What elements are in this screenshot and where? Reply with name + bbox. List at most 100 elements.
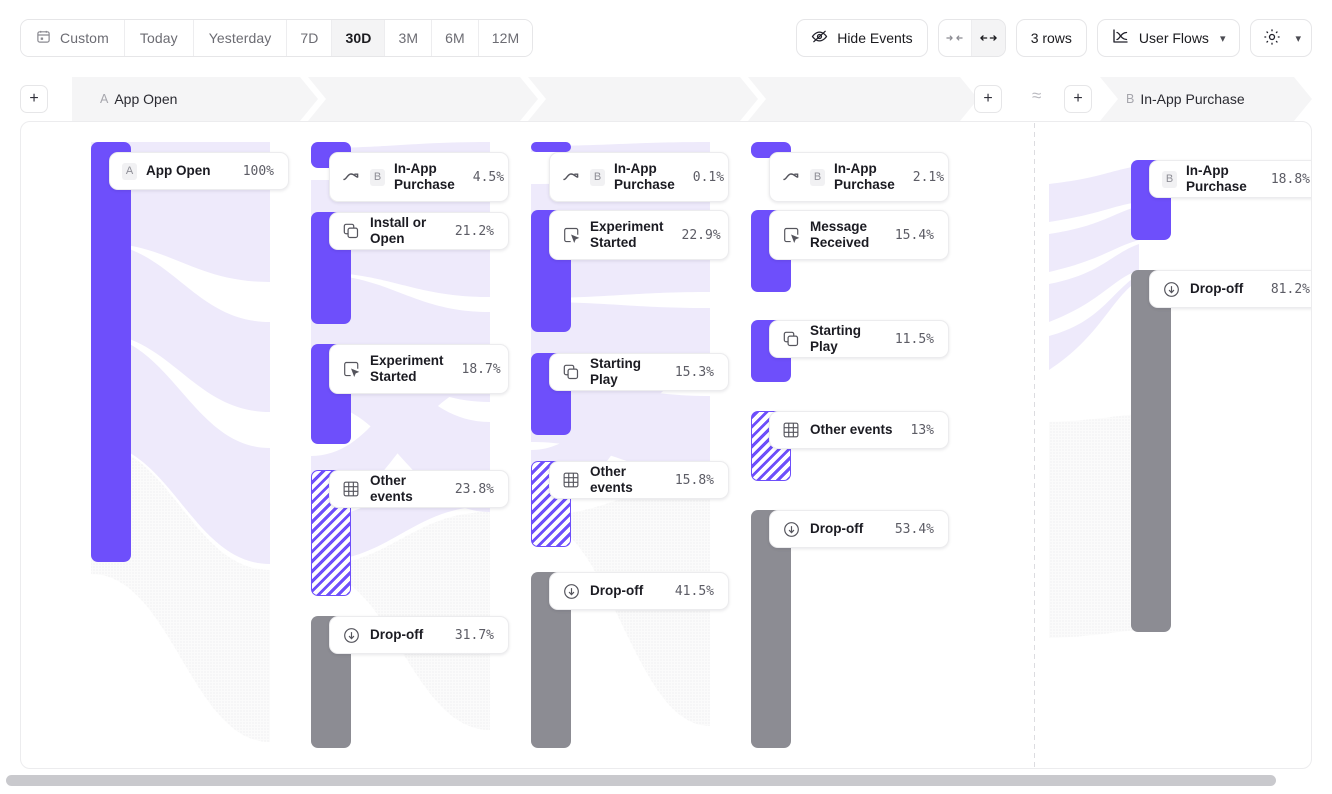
node-label: Other events [810,422,893,437]
arrow-down-circle-icon [782,520,800,538]
node-card[interactable]: Other events 23.8% [329,470,509,508]
hide-events-label: Hide Events [837,30,913,46]
plus-icon: + [1073,90,1083,107]
node-card[interactable]: Experiment Started 18.7% [329,344,509,394]
collapse-horizontal-icon[interactable] [939,20,972,56]
node-card[interactable]: Install or Open 21.2% [329,212,509,250]
step-chevron-start[interactable]: A App Open [72,77,318,121]
grid-icon [782,421,800,439]
node-label: Drop-off [370,627,424,642]
node-card[interactable]: A App Open 100% [109,152,289,190]
node-value: 22.9% [681,227,721,243]
node-card[interactable]: Drop-off 31.7% [329,616,509,654]
add-step-mid-button[interactable]: + [974,85,1002,113]
node-card[interactable]: Drop-off 53.4% [769,510,949,548]
date-range-today-label: Today [139,30,178,46]
node-value: 81.2% [1270,281,1310,297]
node-bar [751,510,791,748]
node-label: In-App Purchase [1186,163,1247,194]
date-range-6m[interactable]: 6M [432,20,479,56]
step-label-app-open: App Open [114,91,178,107]
date-range-12m[interactable]: 12M [478,20,533,56]
node-label: Drop-off [1190,281,1244,296]
step-chevron-2[interactable] [528,77,758,121]
node-value: 18.7% [461,361,501,377]
node-card[interactable]: B In-App Purchase 0.1% [549,152,729,202]
node-card[interactable]: Other events 13% [769,411,949,449]
date-range-7d-label: 7D [300,30,319,46]
node-card[interactable]: Message Received 15.4% [769,210,949,260]
node-card[interactable]: Experiment Started 22.9% [549,210,729,260]
conversion-arrow-icon [782,168,800,186]
date-range-7d[interactable]: 7D [287,20,333,56]
node-card[interactable]: Drop-off 81.2% [1149,270,1311,308]
node-value: 41.5% [674,583,714,599]
add-step-left-button[interactable]: + [20,85,48,113]
add-step-right-button[interactable]: + [1064,85,1092,113]
node-label: App Open [146,163,211,178]
flow-chart-icon [1112,28,1130,48]
node-card[interactable]: Starting Play 15.3% [549,353,729,391]
step-tag-a: A [100,92,109,106]
node-card[interactable]: B In-App Purchase 4.5% [329,152,509,202]
node-bar [531,142,571,152]
node-label: Install or Open [370,215,427,246]
node-value: 100% [242,163,274,179]
date-range-segmented-control[interactable]: Custom Today Yesterday 7D 30D 3M 6M 12M [20,19,534,57]
date-range-6m-label: 6M [445,30,465,46]
width-mode-group[interactable] [937,19,1006,57]
date-range-30d[interactable]: 30D [332,20,386,56]
view-type-label: User Flows [1138,30,1209,46]
node-value: 2.1% [912,169,945,185]
step-chevron-end[interactable]: B In-App Purchase [1100,77,1312,121]
expand-horizontal-icon[interactable] [971,20,1005,56]
date-range-yesterday[interactable]: Yesterday [193,20,288,56]
calendar-icon [36,29,51,47]
flow-separator-icon: ≈ [1032,86,1042,105]
node-tag-badge: A [122,162,137,180]
node-tag-badge: B [810,168,825,186]
node-card[interactable]: B In-App Purchase 2.1% [769,152,949,202]
arrow-down-circle-icon [562,582,580,600]
node-card[interactable]: Starting Play 11.5% [769,320,949,358]
step-chevron-1[interactable] [308,77,538,121]
experiment-cursor-icon [342,360,360,378]
gear-icon [1263,28,1281,49]
experiment-cursor-icon [562,226,580,244]
node-value: 11.5% [894,331,934,347]
node-tag-badge: B [1162,170,1177,188]
arrow-down-circle-icon [342,626,360,644]
node-label: Experiment Started [370,353,444,384]
node-tag-badge: B [370,168,385,186]
node-label: Message Received [810,219,870,250]
node-value: 4.5% [472,169,505,185]
step-chevron-3[interactable] [748,77,978,121]
date-range-3m-label: 3M [398,30,419,46]
date-range-custom[interactable]: Custom [21,20,125,56]
eye-off-icon [811,28,828,48]
node-value: 31.7% [454,627,494,643]
node-label: Drop-off [590,583,644,598]
node-card[interactable]: B In-App Purchase 18.8% [1149,160,1311,198]
settings-dropdown[interactable]: ▾ [1250,19,1312,57]
node-value: 15.8% [674,472,714,488]
horizontal-scrollbar-thumb[interactable] [6,775,1276,786]
copy-icon [342,222,360,240]
view-type-dropdown[interactable]: User Flows ▾ [1096,19,1241,57]
rows-count-label: 3 rows [1030,30,1072,46]
date-range-today[interactable]: Today [124,20,194,56]
steps-band: + A App Open + ≈ + B In-App Purchase [20,77,1312,121]
node-value: 0.1% [692,169,725,185]
node-card[interactable]: Drop-off 41.5% [549,572,729,610]
node-label: Starting Play [590,356,642,387]
node-card[interactable]: Other events 15.8% [549,461,729,499]
chevron-down-icon: ▾ [1295,32,1301,45]
experiment-cursor-icon [782,226,800,244]
hide-events-button[interactable]: Hide Events [796,19,928,57]
rows-count-button[interactable]: 3 rows [1015,19,1087,57]
node-value: 21.2% [454,223,494,239]
sankey-canvas[interactable]: A App Open 100% B In-App Purchase 4.5% [20,121,1312,769]
node-bar [1131,270,1171,632]
date-range-3m[interactable]: 3M [385,20,433,56]
